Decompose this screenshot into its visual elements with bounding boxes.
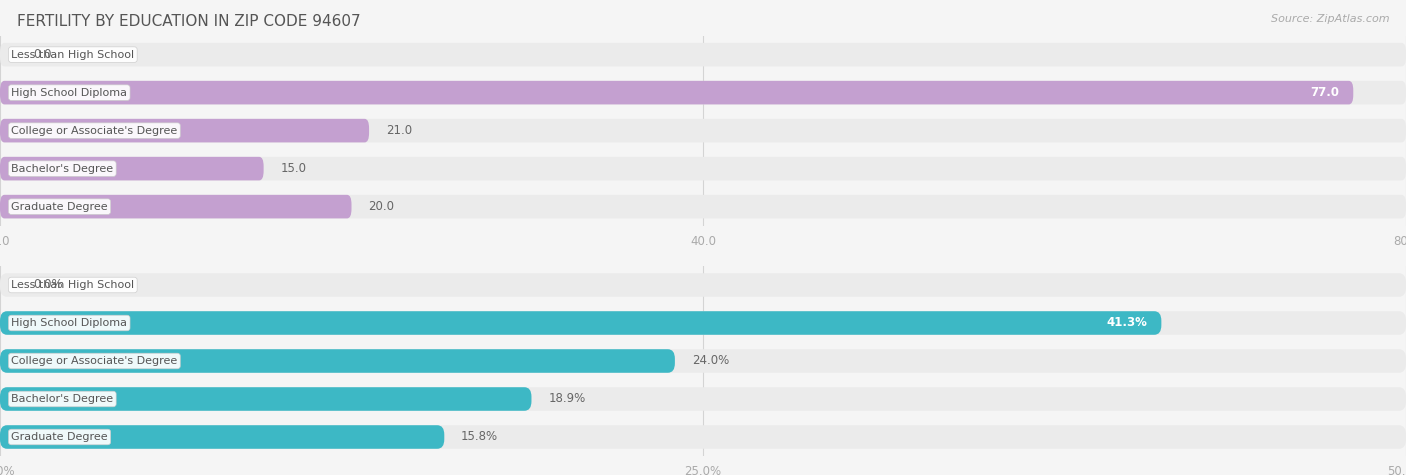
Text: 0.0%: 0.0%	[34, 278, 63, 292]
Text: Bachelor's Degree: Bachelor's Degree	[11, 163, 114, 174]
Text: High School Diploma: High School Diploma	[11, 87, 128, 98]
FancyBboxPatch shape	[0, 311, 1161, 335]
Text: 21.0: 21.0	[385, 124, 412, 137]
Text: Less than High School: Less than High School	[11, 280, 135, 290]
FancyBboxPatch shape	[0, 311, 1406, 335]
FancyBboxPatch shape	[0, 81, 1353, 104]
FancyBboxPatch shape	[0, 43, 1406, 66]
Text: FERTILITY BY EDUCATION IN ZIP CODE 94607: FERTILITY BY EDUCATION IN ZIP CODE 94607	[17, 14, 360, 29]
Text: 15.8%: 15.8%	[461, 430, 498, 444]
FancyBboxPatch shape	[0, 119, 368, 142]
Text: High School Diploma: High School Diploma	[11, 318, 128, 328]
Text: Graduate Degree: Graduate Degree	[11, 432, 108, 442]
Text: Less than High School: Less than High School	[11, 49, 135, 60]
Text: 24.0%: 24.0%	[692, 354, 728, 368]
Text: Graduate Degree: Graduate Degree	[11, 201, 108, 212]
Text: 20.0: 20.0	[368, 200, 394, 213]
FancyBboxPatch shape	[0, 349, 1406, 373]
FancyBboxPatch shape	[0, 387, 531, 411]
FancyBboxPatch shape	[0, 81, 1406, 104]
FancyBboxPatch shape	[0, 425, 1406, 449]
Text: 41.3%: 41.3%	[1107, 316, 1147, 330]
Text: 77.0: 77.0	[1310, 86, 1339, 99]
FancyBboxPatch shape	[0, 273, 1406, 297]
FancyBboxPatch shape	[0, 425, 444, 449]
FancyBboxPatch shape	[0, 195, 1406, 219]
Text: Bachelor's Degree: Bachelor's Degree	[11, 394, 114, 404]
Text: 15.0: 15.0	[281, 162, 307, 175]
Text: 0.0: 0.0	[34, 48, 52, 61]
FancyBboxPatch shape	[0, 119, 1406, 142]
Text: Source: ZipAtlas.com: Source: ZipAtlas.com	[1271, 14, 1389, 24]
Text: College or Associate's Degree: College or Associate's Degree	[11, 356, 177, 366]
FancyBboxPatch shape	[0, 387, 1406, 411]
FancyBboxPatch shape	[0, 157, 264, 180]
FancyBboxPatch shape	[0, 157, 1406, 180]
Text: College or Associate's Degree: College or Associate's Degree	[11, 125, 177, 136]
FancyBboxPatch shape	[0, 195, 352, 219]
FancyBboxPatch shape	[0, 349, 675, 373]
Text: 18.9%: 18.9%	[548, 392, 585, 406]
